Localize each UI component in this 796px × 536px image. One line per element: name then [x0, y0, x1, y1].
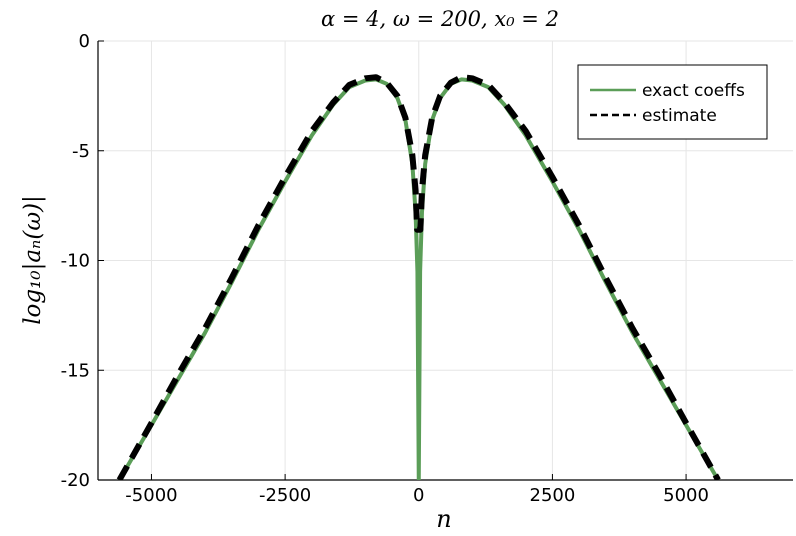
chart-title: α = 4, ω = 200, x₀ = 2	[321, 7, 559, 31]
series-layer	[116, 74, 721, 480]
y-tick-label: -5	[72, 141, 90, 162]
y-tick-label: 0	[79, 31, 90, 52]
series-estimate-line	[116, 74, 721, 480]
x-tick-label: 2500	[530, 485, 576, 506]
y-ticks: 0 -5 -10 -15 -20	[61, 31, 104, 491]
x-tick-label: -2500	[259, 485, 311, 506]
y-tick-label: -10	[61, 251, 90, 272]
y-tick-label: -20	[61, 470, 90, 491]
y-axis-label: log₁₀|aₙ(ω)|	[20, 195, 46, 325]
legend-label-estimate: estimate	[642, 106, 717, 126]
x-tick-label: 0	[413, 485, 424, 506]
x-tick-label: 5000	[663, 485, 709, 506]
y-tick-label: -15	[61, 360, 90, 381]
x-axis-label: n	[436, 505, 451, 533]
x-ticks: -5000 -2500 0 2500 5000	[125, 474, 709, 506]
x-tick-label: -5000	[125, 485, 177, 506]
legend-label-exact: exact coeffs	[642, 81, 745, 101]
legend: exact coeffs estimate	[577, 64, 768, 140]
legend-box	[577, 64, 768, 140]
